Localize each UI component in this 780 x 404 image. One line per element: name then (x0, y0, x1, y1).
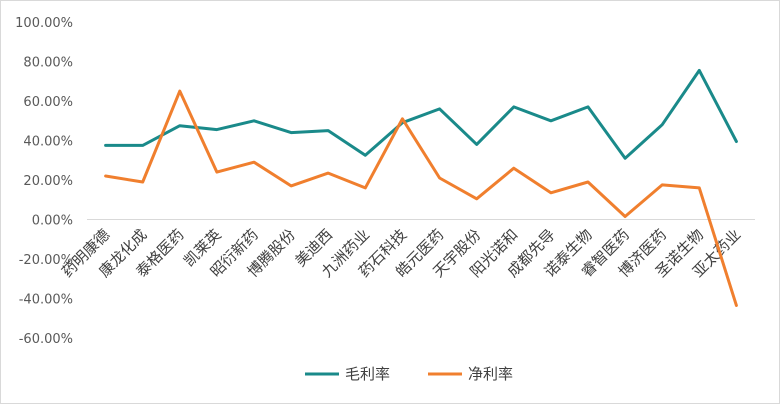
series-line-2 (104, 89, 738, 307)
y-tick-label: 80.00% (23, 56, 73, 71)
y-tick-label: -40.00% (19, 293, 73, 308)
legend-label: 毛利率 (345, 365, 390, 383)
y-tick-label: 60.00% (23, 95, 73, 110)
y-tick-label: 40.00% (23, 135, 73, 150)
y-tick-label: -20.00% (19, 253, 73, 268)
y-tick-label: 20.00% (23, 174, 73, 189)
y-tick-label: -60.00% (19, 332, 73, 347)
y-tick-label: 0.00% (32, 214, 73, 229)
legend-label: 净利率 (468, 365, 513, 383)
y-tick-label: 100.00% (15, 16, 73, 31)
series-line-1 (104, 68, 738, 160)
